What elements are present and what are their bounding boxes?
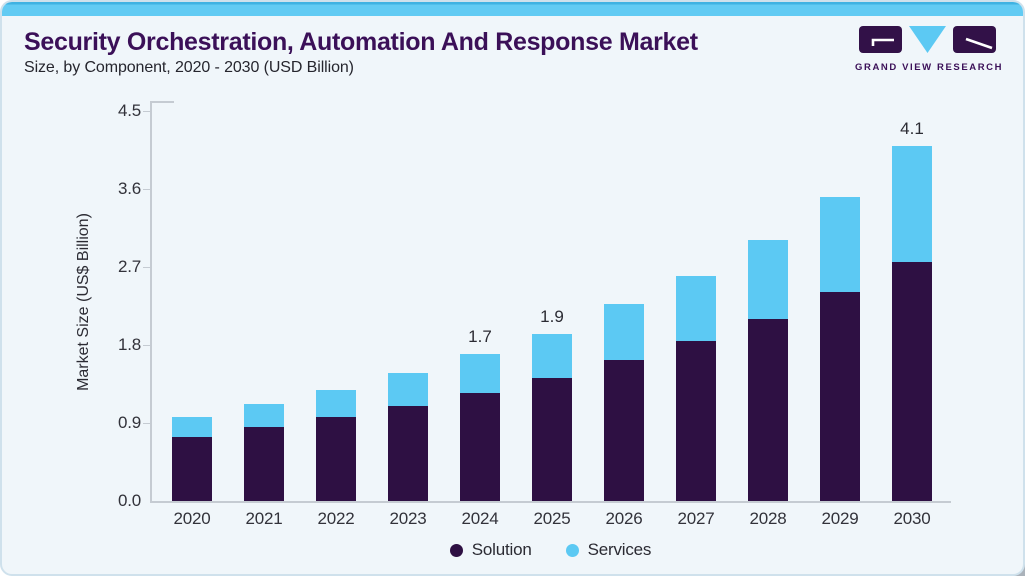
bar-segment-solution-2024 bbox=[460, 393, 500, 501]
bar-segment-services-2025 bbox=[532, 334, 572, 378]
chart-legend: Solution Services bbox=[150, 540, 951, 560]
bar-segment-solution-2023 bbox=[388, 406, 428, 501]
x-tick-label-2020: 2020 bbox=[173, 509, 211, 528]
bar-segment-solution-2030 bbox=[892, 262, 932, 501]
y-tick-label-3.6: 3.6 bbox=[117, 178, 141, 198]
y-tick-mark-0.9 bbox=[143, 422, 150, 425]
y-tick-mark-3.6 bbox=[143, 188, 150, 191]
logo-shapes bbox=[855, 26, 999, 58]
bar-segment-services-2028 bbox=[748, 240, 788, 319]
bar-segment-services-2024 bbox=[460, 354, 500, 393]
logo-wordmark: GRAND VIEW RESEARCH bbox=[855, 62, 1004, 73]
legend-item-services: Services bbox=[565, 540, 652, 560]
x-tick-label-2030: 2030 bbox=[893, 509, 931, 528]
x-tick-label-2027: 2027 bbox=[677, 509, 715, 528]
bar-segment-services-2020 bbox=[172, 417, 212, 437]
y-axis-top-cap bbox=[150, 101, 174, 103]
legend-dot-solution bbox=[449, 543, 463, 557]
bar-segment-solution-2025 bbox=[532, 378, 572, 501]
x-tick-label-2025: 2025 bbox=[533, 509, 571, 528]
y-tick-label-2.7: 2.7 bbox=[117, 256, 141, 276]
bar-segment-services-2029 bbox=[820, 197, 860, 292]
y-tick-mark-2.7 bbox=[143, 266, 150, 269]
bar-segment-services-2027 bbox=[676, 276, 716, 341]
bar-total-label-2025: 1.9 bbox=[540, 307, 564, 326]
legend-dot-services bbox=[565, 543, 579, 557]
y-tick-mark-1.8 bbox=[143, 344, 150, 347]
bar-segment-services-2022 bbox=[316, 390, 356, 417]
y-tick-label-0.9: 0.9 bbox=[117, 412, 141, 432]
y-tick-mark-4.5 bbox=[143, 110, 150, 113]
x-tick-label-2022: 2022 bbox=[317, 509, 355, 528]
y-axis-title: Market Size (US$ Billion) bbox=[75, 213, 92, 391]
y-tick-label-4.5: 4.5 bbox=[117, 100, 141, 120]
x-tick-label-2021: 2021 bbox=[245, 509, 283, 528]
bar-segment-services-2030 bbox=[892, 146, 932, 262]
bar-segment-solution-2028 bbox=[748, 319, 788, 501]
x-axis-line bbox=[150, 501, 951, 503]
bar-segment-solution-2029 bbox=[820, 292, 860, 501]
bar-segment-solution-2027 bbox=[676, 341, 716, 501]
accent-strip bbox=[2, 2, 1023, 16]
bar-total-label-2024: 1.7 bbox=[468, 327, 492, 346]
x-tick-label-2023: 2023 bbox=[389, 509, 427, 528]
chart-subtitle: Size, by Component, 2020 - 2030 (USD Bil… bbox=[24, 59, 354, 76]
y-tick-label-1.8: 1.8 bbox=[117, 334, 141, 354]
x-tick-label-2024: 2024 bbox=[461, 509, 499, 528]
y-axis-line bbox=[150, 101, 152, 501]
bar-segment-solution-2026 bbox=[604, 360, 644, 501]
chart-title: Security Orchestration, Automation And R… bbox=[24, 28, 698, 56]
y-tick-label-0.0: 0.0 bbox=[117, 491, 141, 510]
bar-segment-solution-2020 bbox=[172, 437, 212, 501]
bar-segment-services-2023 bbox=[388, 373, 428, 406]
legend-label-solution: Solution bbox=[471, 540, 532, 559]
logo-r-icon bbox=[952, 26, 996, 58]
grand-view-research-logo: GRAND VIEW RESEARCH bbox=[855, 26, 1004, 73]
bar-total-label-2030: 4.1 bbox=[900, 119, 924, 138]
bar-segment-services-2026 bbox=[604, 304, 644, 360]
bar-segment-services-2021 bbox=[244, 404, 284, 427]
legend-item-solution: Solution bbox=[449, 540, 532, 560]
bar-segment-solution-2022 bbox=[316, 417, 356, 501]
logo-v-icon bbox=[908, 26, 946, 58]
x-tick-label-2028: 2028 bbox=[749, 509, 787, 528]
legend-label-services: Services bbox=[587, 540, 652, 559]
x-tick-label-2026: 2026 bbox=[605, 509, 643, 528]
x-tick-label-2029: 2029 bbox=[821, 509, 859, 528]
bar-segment-solution-2021 bbox=[244, 427, 284, 501]
logo-g-icon bbox=[858, 26, 902, 58]
